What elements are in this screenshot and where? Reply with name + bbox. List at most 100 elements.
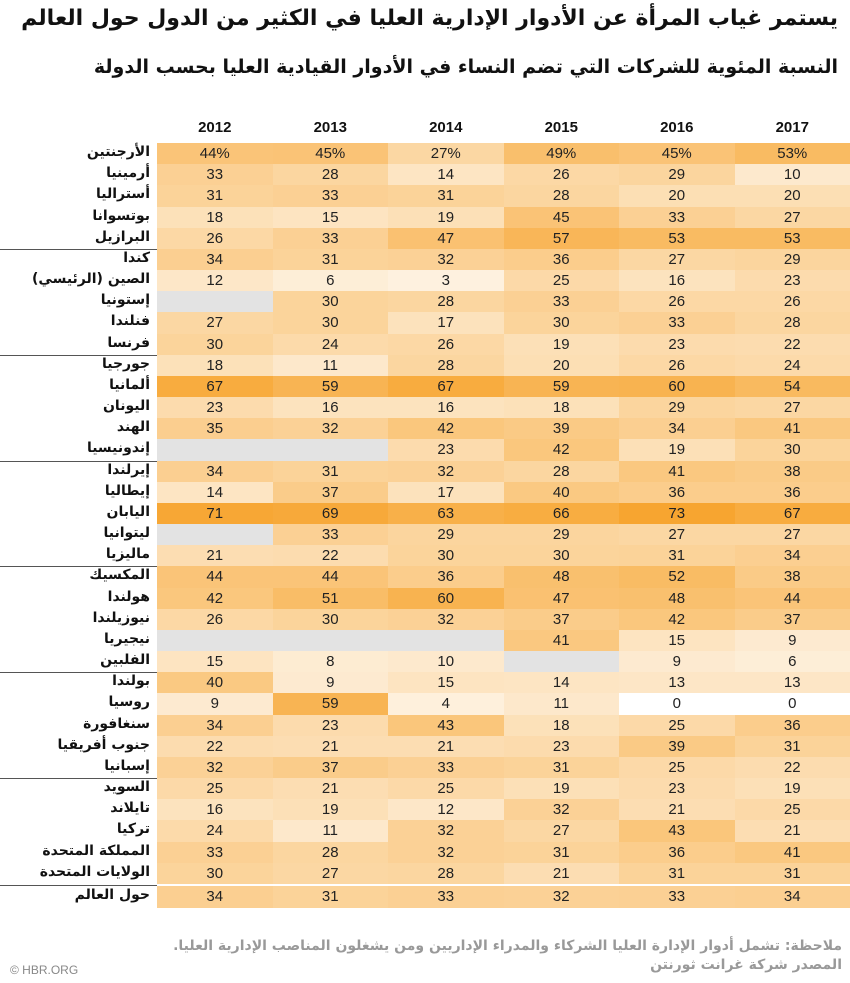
row-label: تركيا bbox=[116, 821, 150, 838]
heatmap-cell: 31 bbox=[734, 735, 850, 758]
heatmap-cell: 20 bbox=[503, 354, 619, 377]
heatmap-cell: 40 bbox=[503, 481, 619, 504]
heatmap-cell: 67 bbox=[157, 375, 273, 398]
heatmap-cell: 18 bbox=[503, 397, 619, 419]
heatmap-cell: 36 bbox=[503, 248, 619, 271]
row-label: الفلبين bbox=[100, 652, 150, 669]
row-label: نيوزيلندا bbox=[92, 609, 150, 626]
footnote: ملاحظة: تشمل أدوار الإدارة العليا الشركا… bbox=[173, 937, 842, 975]
row-label: إيرلندا bbox=[107, 461, 150, 478]
heatmap-cell: 30 bbox=[272, 291, 388, 313]
heatmap-cell: 4 bbox=[388, 693, 504, 716]
heatmap-cell: 19 bbox=[619, 439, 735, 462]
heatmap-cell: 14 bbox=[503, 672, 619, 694]
heatmap-cell: 34 bbox=[157, 885, 273, 908]
heatmap-cell: 41 bbox=[503, 629, 619, 652]
heatmap-cell: 9 bbox=[619, 651, 735, 673]
row-label: كندا bbox=[123, 249, 150, 266]
heatmap-cell: 24 bbox=[734, 354, 850, 377]
heatmap-cell: 36 bbox=[734, 714, 850, 737]
heatmap-cell: 28 bbox=[388, 354, 504, 377]
heatmap-cell-missing bbox=[272, 629, 388, 652]
heatmap-cell: 32 bbox=[388, 820, 504, 843]
row-label: الولايات المتحدة bbox=[39, 863, 150, 880]
heatmap-cell: 67 bbox=[734, 502, 850, 525]
heatmap-cell: 23 bbox=[734, 270, 850, 292]
heatmap-cell: 18 bbox=[157, 354, 273, 377]
heatmap-cell: 33 bbox=[388, 885, 504, 908]
heatmap-cell: 48 bbox=[503, 566, 619, 589]
heatmap-cell: 32 bbox=[272, 418, 388, 440]
row-label: هولندا bbox=[107, 588, 150, 605]
group-divider bbox=[0, 248, 157, 250]
row-label: السويد bbox=[103, 779, 150, 796]
heatmap-cell: 21 bbox=[734, 820, 850, 843]
heatmap-cell: 53% bbox=[734, 143, 850, 165]
heatmap-cell: 30 bbox=[272, 312, 388, 335]
heatmap-cell: 15 bbox=[272, 206, 388, 229]
heatmap-cell: 19 bbox=[734, 778, 850, 800]
row-label: نيجيريا bbox=[104, 630, 150, 647]
column-header-2015: 2015 bbox=[544, 119, 578, 136]
heatmap-cell: 54 bbox=[734, 375, 850, 398]
group-divider bbox=[0, 566, 157, 568]
heatmap-cell: 30 bbox=[157, 333, 273, 356]
heatmap-cell: 33 bbox=[272, 227, 388, 250]
row-label: أستراليا bbox=[95, 186, 150, 203]
heatmap-cell: 17 bbox=[388, 312, 504, 335]
heatmap-cell: 21 bbox=[619, 799, 735, 821]
heatmap-cell: 59 bbox=[272, 693, 388, 716]
source-text: المصدر شركة غرانت ثورنتن bbox=[650, 957, 842, 973]
row-label: إستونيا bbox=[100, 292, 150, 309]
heatmap-cell: 30 bbox=[503, 312, 619, 335]
heatmap-cell: 9 bbox=[734, 629, 850, 652]
group-divider bbox=[0, 354, 157, 356]
heatmap-cell: 9 bbox=[157, 693, 273, 716]
heatmap-cell: 28 bbox=[388, 291, 504, 313]
heatmap-cell: 19 bbox=[503, 778, 619, 800]
row-label: ماليزيا bbox=[105, 546, 150, 563]
heatmap-cell: 32 bbox=[388, 460, 504, 483]
heatmap-cell: 21 bbox=[272, 778, 388, 800]
heatmap-cell: 31 bbox=[503, 756, 619, 779]
heatmap-cell: 48 bbox=[619, 587, 735, 610]
row-label: تايلاند bbox=[110, 800, 150, 817]
heatmap-cell: 53 bbox=[734, 227, 850, 250]
row-label: فرنسا bbox=[107, 334, 150, 351]
heatmap-cell: 28 bbox=[388, 862, 504, 885]
heatmap-cell: 19 bbox=[388, 206, 504, 229]
heatmap-cell: 53 bbox=[619, 227, 735, 250]
heatmap-cell: 6 bbox=[272, 270, 388, 292]
heatmap-cell: 12 bbox=[157, 270, 273, 292]
heatmap-cell-missing bbox=[157, 439, 273, 462]
heatmap-cell: 27 bbox=[619, 248, 735, 271]
copyright-credit: © HBR.ORG bbox=[10, 963, 79, 977]
heatmap-cell: 27% bbox=[388, 143, 504, 165]
heatmap-cell: 60 bbox=[619, 375, 735, 398]
heatmap-cell-missing bbox=[157, 291, 273, 313]
heatmap-cell: 11 bbox=[272, 354, 388, 377]
heatmap-cell: 39 bbox=[619, 735, 735, 758]
row-label: الهند bbox=[116, 419, 150, 436]
heatmap-cell: 29 bbox=[388, 524, 504, 546]
heatmap-cell: 25 bbox=[503, 270, 619, 292]
heatmap-cell: 21 bbox=[272, 735, 388, 758]
heatmap-cell: 60 bbox=[388, 587, 504, 610]
row-label: اليابان bbox=[106, 503, 151, 520]
row-label: حول العالم bbox=[74, 886, 150, 903]
group-divider bbox=[0, 672, 157, 674]
heatmap-cell: 28 bbox=[503, 185, 619, 207]
heatmap-cell: 3 bbox=[388, 270, 504, 292]
heatmap-cell: 35 bbox=[157, 418, 273, 440]
heatmap-cell: 27 bbox=[734, 524, 850, 546]
heatmap-cell: 40 bbox=[157, 672, 273, 694]
heatmap-cell: 73 bbox=[619, 502, 735, 525]
chart-subtitle: النسبة المئوية للشركات التي تضم النساء ف… bbox=[93, 56, 838, 78]
heatmap-cell: 31 bbox=[272, 460, 388, 483]
heatmap-cell: 26 bbox=[503, 164, 619, 186]
heatmap-cell: 38 bbox=[734, 460, 850, 483]
heatmap-cell: 20 bbox=[619, 185, 735, 207]
heatmap-cell: 22 bbox=[734, 756, 850, 779]
heatmap-cell: 23 bbox=[388, 439, 504, 462]
heatmap-cell: 11 bbox=[272, 820, 388, 843]
